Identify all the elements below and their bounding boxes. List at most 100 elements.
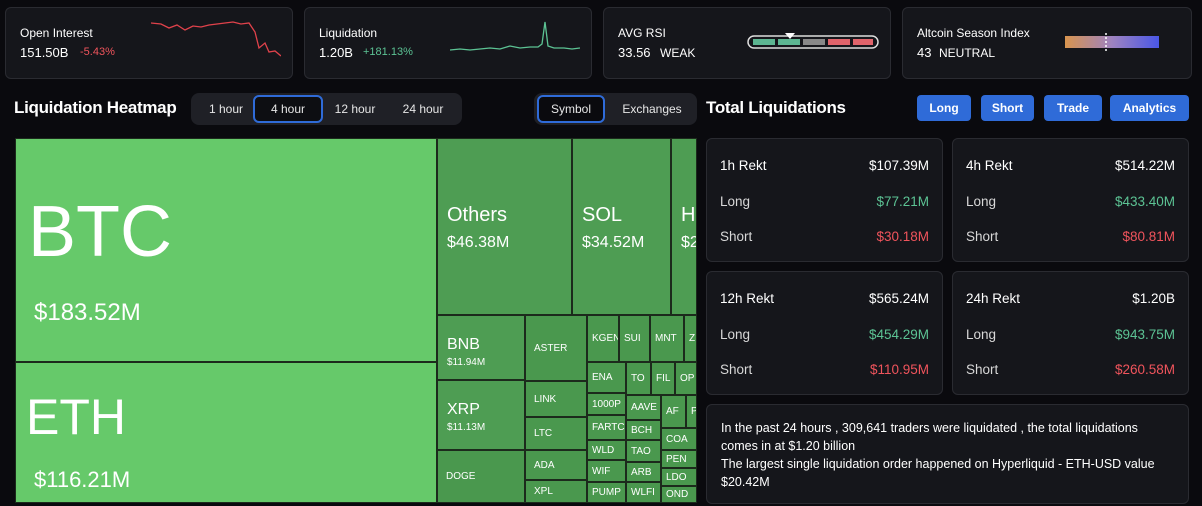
tile-content: ARB [631,467,652,478]
heatmap-tile[interactable]: ASTER [525,315,587,381]
heatmap-tile[interactable]: XRP $11.13M [437,380,525,450]
heatmap-tile[interactable]: XPL [525,480,587,503]
sparkline [450,21,580,51]
long-value: $77.21M [876,194,929,209]
tile-symbol: BCH [631,424,653,436]
heatmap-tile[interactable]: WIF [587,460,626,482]
heatmap-tile[interactable]: FIL [651,362,675,395]
action-button[interactable]: Analytics [1110,95,1189,121]
long-value: $943.75M [1114,327,1175,342]
heatmap-tile[interactable]: ENA [587,362,626,393]
sparkline [151,21,281,57]
short-value: $80.81M [1122,229,1175,244]
tile-content: COA [666,434,688,445]
heatmap-tile[interactable]: BTC $183.52M [15,138,437,362]
rekt-title-label: 4h Rekt [966,158,1013,173]
heatmap-tile[interactable]: OND [661,486,697,503]
long-value: $433.40M [1114,194,1175,209]
heatmap-tile[interactable]: P [686,395,697,428]
stat-status: NEUTRAL [939,46,996,60]
tile-symbol: KGEN [592,333,619,344]
heatmap-tile[interactable]: WLD [587,440,626,460]
tile-symbol: BNB [447,336,480,353]
tile-amount: $46.38M [447,234,510,251]
tile-content: P [691,406,696,417]
heatmap-tile[interactable]: OP [675,362,697,395]
heatmap-tile[interactable]: MNT [650,315,684,362]
heatmap-tile[interactable]: AAVE [626,395,661,420]
tile-symbol: DOGE [446,471,476,482]
heatmap-tile[interactable]: AF [661,395,686,428]
tile-content: LDO [666,472,687,483]
tile-content: XPL [534,486,553,497]
heatmap-tile[interactable]: LINK [525,381,587,417]
heatmap-tile[interactable]: PEN [661,450,697,468]
tile-content: AAVE [631,402,657,413]
rekt-title-value: $1.20B [1132,291,1175,306]
short-value: $30.18M [876,229,929,244]
period-tab[interactable]: 4 hour [253,95,323,123]
action-button[interactable]: Trade [1044,95,1102,121]
heatmap-tile[interactable]: FARTC [587,415,626,440]
heatmap-tile[interactable]: LDO [661,468,697,486]
long-value: $454.29M [868,327,929,342]
tile-content: SOL $34.52M [582,202,670,252]
tile-content: SUI [624,333,641,344]
heatmap-tile[interactable]: SUI [619,315,650,362]
stat-label: Altcoin Season Index [917,26,1030,40]
heatmap-tile[interactable]: KGEN [587,315,619,362]
tile-symbol: AAVE [631,402,657,413]
tile-content: BTC $183.52M [28,187,436,327]
heatmap-tile[interactable]: 1000P [587,393,626,415]
heatmap-tile[interactable]: BCH [626,420,661,440]
short-label: Short [966,362,999,377]
heatmap-tile[interactable]: Others $46.38M [437,138,572,315]
heatmap-tile[interactable]: ETH $116.21M [15,362,437,503]
heatmap-tile[interactable]: TAO [626,440,661,462]
treemap: BTC $183.52M ETH $116.21M Others $46.38M SOL $3… [15,138,697,503]
heatmap-tile[interactable]: COA [661,428,697,450]
heatmap-tile[interactable]: ADA [525,450,587,480]
long-label: Long [966,327,997,342]
tile-symbol: H [681,204,696,226]
stat-label: AVG RSI [618,26,666,40]
stat-card: Liquidation 1.20B +181.13% [304,7,592,79]
action-button[interactable]: Short [981,95,1034,121]
tile-content: PEN [666,454,687,465]
tile-content: OP [680,373,694,384]
summary-line: In the past 24 hours , 309,641 traders w… [721,421,1138,453]
total-title: Total Liquidations [706,98,846,117]
tile-symbol: MNT [655,333,677,344]
long-label: Long [720,327,751,342]
view-tab[interactable]: Exchanges [622,102,682,116]
tile-content: DOGE [446,471,475,482]
tile-symbol: Z [689,333,696,344]
heatmap-tile[interactable]: LTC [525,417,587,450]
period-tab[interactable]: 1 hour [208,102,244,116]
tile-content: BNB $11.94M [447,335,524,368]
heatmap-tile[interactable]: WLFI [626,482,661,503]
heatmap-tile[interactable]: DOGE [437,450,525,503]
heatmap-tile[interactable]: H $23 [671,138,697,315]
tile-content: KGEN [592,333,619,344]
tile-symbol: ASTER [534,342,568,354]
heatmap-tile[interactable]: SOL $34.52M [572,138,671,315]
tile-content: ENA [592,372,613,383]
rekt-card: 12h Rekt $565.24M Long $454.29M Short $110.95… [706,271,943,395]
heatmap-tile[interactable]: PUMP [587,482,626,503]
heatmap-tile[interactable]: Z [684,315,697,362]
tile-content: BCH [631,425,652,436]
heatmap-tile[interactable]: TO [626,362,651,395]
period-tab[interactable]: 12 hour [334,102,376,116]
period-tab[interactable]: 24 hour [402,102,444,116]
view-tab[interactable]: Symbol [537,95,605,123]
heatmap-tile[interactable]: BNB $11.94M [437,315,525,380]
tile-symbol: BTC [28,192,172,272]
tile-content: MNT [655,333,677,344]
tile-amount: $116.21M [34,467,131,492]
short-label: Short [720,362,753,377]
heatmap-tile[interactable]: ARB [626,462,661,482]
action-button[interactable]: Long [917,95,971,121]
tile-content: TAO [631,446,651,457]
heatmap-title: Liquidation Heatmap [14,98,177,117]
